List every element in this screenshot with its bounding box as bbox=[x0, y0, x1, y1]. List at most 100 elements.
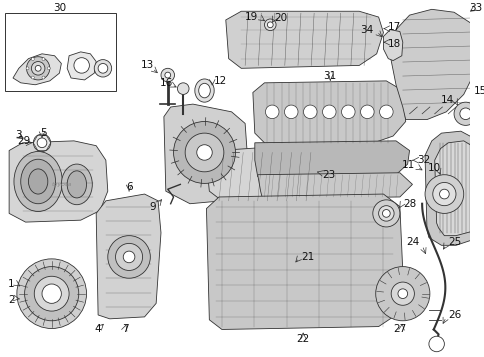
Text: 30: 30 bbox=[53, 3, 66, 13]
Circle shape bbox=[379, 105, 393, 119]
Polygon shape bbox=[164, 104, 247, 204]
Circle shape bbox=[265, 105, 278, 119]
Circle shape bbox=[173, 121, 235, 183]
Text: 2: 2 bbox=[8, 296, 15, 306]
Circle shape bbox=[378, 206, 393, 221]
Text: 23: 23 bbox=[322, 170, 335, 180]
Text: 3: 3 bbox=[15, 130, 21, 140]
Polygon shape bbox=[469, 95, 484, 124]
Text: 4: 4 bbox=[94, 325, 101, 335]
Circle shape bbox=[177, 83, 189, 95]
Circle shape bbox=[98, 64, 107, 73]
Text: 27: 27 bbox=[393, 325, 406, 335]
Circle shape bbox=[459, 108, 470, 120]
Circle shape bbox=[185, 133, 224, 172]
Circle shape bbox=[26, 67, 29, 70]
Text: 17: 17 bbox=[388, 22, 401, 32]
Circle shape bbox=[25, 267, 78, 321]
Circle shape bbox=[42, 76, 45, 79]
Text: 34: 34 bbox=[360, 25, 373, 35]
Polygon shape bbox=[96, 194, 161, 319]
Polygon shape bbox=[206, 146, 318, 204]
Ellipse shape bbox=[67, 171, 86, 198]
Polygon shape bbox=[67, 52, 96, 80]
Circle shape bbox=[31, 76, 34, 79]
Text: 1: 1 bbox=[8, 279, 15, 289]
Polygon shape bbox=[254, 141, 408, 177]
Text: 32: 32 bbox=[416, 155, 430, 165]
Circle shape bbox=[17, 259, 86, 328]
Circle shape bbox=[197, 145, 212, 160]
Text: 13: 13 bbox=[141, 60, 154, 70]
Ellipse shape bbox=[29, 169, 48, 194]
Text: 20: 20 bbox=[273, 13, 287, 23]
Text: 11: 11 bbox=[401, 160, 414, 170]
Text: 14: 14 bbox=[440, 95, 453, 105]
Circle shape bbox=[33, 134, 51, 151]
Circle shape bbox=[397, 289, 407, 298]
Circle shape bbox=[428, 336, 443, 352]
Text: 10: 10 bbox=[427, 163, 440, 173]
Circle shape bbox=[94, 60, 111, 77]
Polygon shape bbox=[424, 131, 482, 245]
Text: 26: 26 bbox=[447, 310, 461, 320]
Text: 25: 25 bbox=[447, 237, 461, 247]
Bar bbox=[5, 13, 116, 91]
Polygon shape bbox=[434, 141, 476, 236]
Text: 28: 28 bbox=[402, 199, 415, 209]
Circle shape bbox=[107, 236, 150, 278]
Circle shape bbox=[372, 200, 399, 227]
Circle shape bbox=[303, 105, 317, 119]
Text: 6: 6 bbox=[125, 182, 132, 192]
Text: 21: 21 bbox=[301, 252, 314, 262]
Ellipse shape bbox=[195, 79, 214, 102]
Ellipse shape bbox=[61, 164, 92, 205]
Polygon shape bbox=[257, 173, 411, 199]
Text: 15: 15 bbox=[472, 86, 484, 96]
Circle shape bbox=[165, 72, 170, 78]
Circle shape bbox=[35, 65, 41, 71]
Circle shape bbox=[37, 138, 47, 148]
Circle shape bbox=[284, 105, 297, 119]
Circle shape bbox=[432, 182, 455, 206]
Circle shape bbox=[115, 243, 142, 271]
Polygon shape bbox=[390, 9, 476, 120]
Text: 9: 9 bbox=[149, 202, 156, 212]
Text: 33: 33 bbox=[468, 3, 481, 13]
Circle shape bbox=[391, 282, 413, 305]
Circle shape bbox=[161, 68, 174, 82]
Text: 18: 18 bbox=[388, 39, 401, 49]
Polygon shape bbox=[13, 54, 61, 85]
Circle shape bbox=[74, 58, 89, 73]
Circle shape bbox=[453, 102, 476, 125]
Circle shape bbox=[267, 22, 272, 28]
Ellipse shape bbox=[198, 83, 210, 98]
Circle shape bbox=[264, 19, 275, 31]
Circle shape bbox=[34, 276, 69, 311]
Text: 22: 22 bbox=[296, 334, 309, 344]
Circle shape bbox=[375, 267, 429, 321]
Circle shape bbox=[424, 175, 463, 213]
Circle shape bbox=[42, 57, 45, 61]
Text: 24: 24 bbox=[405, 237, 418, 247]
Circle shape bbox=[360, 105, 373, 119]
Circle shape bbox=[382, 210, 390, 217]
Ellipse shape bbox=[14, 151, 62, 211]
Text: 5: 5 bbox=[40, 128, 46, 138]
Polygon shape bbox=[9, 141, 107, 222]
Circle shape bbox=[439, 189, 448, 199]
Polygon shape bbox=[252, 81, 405, 146]
Circle shape bbox=[322, 105, 335, 119]
Circle shape bbox=[341, 105, 354, 119]
Text: toyota: toyota bbox=[51, 182, 72, 187]
Text: 31: 31 bbox=[323, 71, 336, 81]
Circle shape bbox=[31, 57, 34, 61]
Circle shape bbox=[31, 61, 45, 75]
Circle shape bbox=[123, 251, 135, 263]
Text: 29: 29 bbox=[17, 136, 30, 146]
Text: 7: 7 bbox=[121, 325, 128, 335]
Circle shape bbox=[27, 57, 50, 80]
Polygon shape bbox=[206, 194, 402, 330]
Text: 16: 16 bbox=[160, 78, 173, 88]
Text: 12: 12 bbox=[214, 76, 227, 86]
